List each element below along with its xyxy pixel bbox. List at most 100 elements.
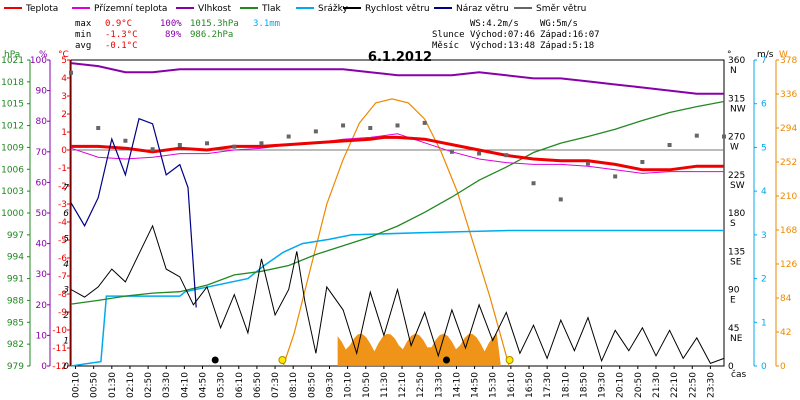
time-tick-label: 12:10 (398, 372, 408, 398)
time-tick-label: 05:30 (217, 372, 227, 398)
axis-title-w: W (779, 50, 788, 60)
axis-title-time: čas (731, 369, 746, 380)
degc-tick-label: 1 (61, 128, 67, 138)
deg-tick-label: 0 (728, 362, 734, 372)
degc-tick-label: 4 (61, 74, 67, 84)
deg-direction-label: S (730, 219, 736, 229)
stats-avg-label: avg (75, 41, 91, 51)
wind-direction-point (123, 138, 128, 143)
time-tick-label: 13:30 (434, 372, 444, 398)
humidity-line (70, 62, 724, 95)
degc-tick-label: -1 (58, 164, 67, 174)
pct-tick-label: 50 (36, 209, 48, 219)
legend-label: Teplota (25, 4, 58, 14)
time-tick-label: 19:30 (598, 372, 608, 398)
moon-set: Západ:5:18 (540, 41, 594, 51)
time-tick-label: 20:50 (634, 372, 644, 398)
ms-right-tick-label: 5 (761, 143, 767, 153)
time-tick-label: 14:10 (452, 372, 462, 398)
wind-gust-line (70, 117, 197, 308)
degc-tick-label: -2 (58, 182, 67, 192)
time-tick-label: 11:30 (380, 372, 390, 398)
stats-block: max 0.9°C 100% 1015.3hPa 3.1mm min -1.3°… (75, 19, 600, 51)
wind-direction-point (694, 133, 699, 138)
time-tick-label: 06:50 (253, 372, 263, 398)
wind-direction-point (722, 134, 726, 139)
ground-temperature-line (70, 133, 724, 174)
hpa-tick-label: 1015 (1, 100, 24, 110)
hpa-tick-label: 988 (7, 296, 24, 306)
stats-min-press: 986.2hPa (190, 30, 233, 40)
wind-direction-point (477, 151, 482, 156)
left-axes: 1021101810151012100910061003100099799499… (1, 56, 71, 372)
w-tick-label: 42 (780, 328, 791, 338)
degc-tick-label: -5 (58, 236, 67, 246)
wind-direction-point (368, 126, 373, 130)
pct-tick-label: 40 (36, 240, 48, 250)
degc-tick-label: 2 (61, 110, 67, 120)
time-tick-label: 00:10 (72, 372, 82, 398)
ms-right-tick-label: 1 (761, 318, 767, 328)
moon-label: Měsíc (432, 41, 459, 51)
hpa-tick-label: 991 (7, 275, 24, 285)
moon-rise: Východ:13:48 (470, 41, 535, 51)
w-tick-label: 126 (780, 260, 797, 270)
sunrise-marker (278, 356, 287, 364)
deg-direction-label: N (730, 66, 737, 76)
stats-max-press: 1015.3hPa (190, 19, 239, 29)
degc-tick-label: -6 (58, 254, 67, 264)
wind-direction-point (205, 141, 210, 146)
wind-direction-point (422, 120, 427, 125)
sun-rise: Východ:07:46 (470, 30, 535, 40)
deg-tick-label: 270 (728, 133, 745, 143)
wind-direction-point (449, 149, 454, 154)
wind-direction-point (177, 143, 182, 147)
sun-set: Západ:16:07 (540, 30, 600, 40)
ms-right-tick-label: 6 (761, 100, 767, 110)
legend-label: Tlak (261, 4, 282, 14)
stats-min-label: min (75, 30, 91, 40)
time-tick-label: 10:10 (344, 372, 354, 398)
time-axis: 00:10 00:50 01:30 02:10 02:50 03:30 04:10 04:50… (72, 366, 716, 398)
deg-direction-label: NW (730, 104, 746, 114)
wind-direction-point (640, 160, 645, 164)
degc-tick-label: -3 (58, 200, 67, 210)
legend-label: Náraz větru (456, 4, 509, 14)
stats-min-temp: -1.3°C (105, 30, 138, 40)
deg-tick-label: 135 (728, 247, 745, 257)
time-tick-label: 23:30 (706, 372, 716, 398)
wind-speed-line (70, 224, 725, 365)
deg-direction-label: SE (730, 257, 742, 267)
plot-area (69, 62, 726, 367)
deg-tick-label: 90 (728, 286, 740, 296)
degc-tick-label: -9 (58, 308, 67, 318)
wind-direction-point (286, 134, 291, 139)
wind-direction-point (667, 143, 672, 147)
wind-direction-point (69, 70, 73, 75)
time-tick-label: 21:30 (652, 372, 662, 398)
time-tick-label: 22:10 (670, 372, 680, 398)
time-tick-label: 12:50 (416, 372, 426, 398)
deg-direction-label: E (730, 296, 736, 306)
wind-direction-point (531, 181, 536, 186)
deg-tick-label: 45 (728, 324, 739, 334)
ms-left-tick-label: 1 (63, 337, 69, 347)
legend-label: Rychlost větru (365, 4, 430, 14)
hpa-tick-label: 979 (7, 362, 24, 372)
wind-direction-point (558, 197, 563, 202)
deg-tick-label: 225 (728, 171, 745, 181)
w-tick-label: 378 (780, 56, 797, 66)
moonrise-marker (442, 356, 450, 364)
legend-label: Přízemní teplota (94, 4, 167, 14)
pct-tick-label: 20 (36, 301, 48, 311)
axis-title-deg: ° (727, 50, 732, 60)
ms-right-tick-label: 7 (761, 56, 767, 66)
time-tick-label: 22:50 (688, 372, 698, 398)
pct-tick-label: 90 (36, 87, 48, 97)
wind-direction-point (150, 147, 155, 152)
time-tick-label: 10:50 (362, 372, 372, 398)
time-tick-label: 03:30 (162, 372, 172, 398)
